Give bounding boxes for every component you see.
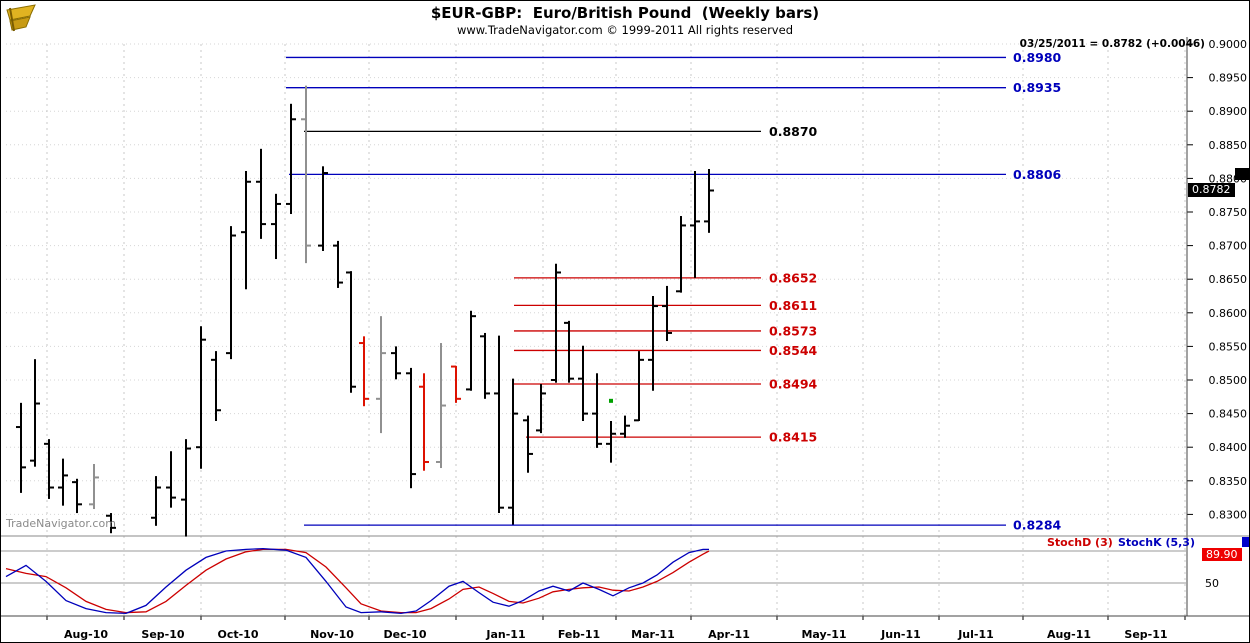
last-quote-line: 03/25/2011 = 0.8782 (+0.0046): [1019, 38, 1205, 50]
month-label: Sep-11: [1124, 628, 1167, 641]
level-label: 0.8544: [769, 343, 818, 358]
level-label: 0.8870: [769, 124, 818, 139]
month-label: Feb-11: [558, 628, 600, 641]
last-price-badge: 0.8782: [1188, 183, 1235, 197]
stochd-line: [5, 548, 710, 614]
price-tick-label: 0.8750: [1209, 206, 1248, 219]
clipped-axis-badge: [1235, 168, 1249, 180]
stoch-value-badge: 89.90: [1202, 548, 1242, 561]
page-title: $EUR-GBP: Euro/British Pound (Weekly bar…: [430, 4, 820, 22]
level-label: 0.8652: [769, 270, 817, 285]
price-tick-label: 0.8550: [1209, 340, 1248, 353]
month-label: Sep-10: [141, 628, 184, 641]
price-tick-label: 0.8950: [1209, 72, 1248, 85]
copyright-subtitle: www.TradeNavigator.com © 1999-2011 All r…: [457, 23, 793, 37]
month-label: Aug-10: [64, 628, 108, 641]
month-label: Oct-10: [217, 628, 258, 641]
level-label: 0.8415: [769, 430, 817, 445]
price-tick-label: 0.8500: [1209, 374, 1248, 387]
level-label: 0.8284: [1013, 518, 1062, 533]
level-label: 0.8573: [769, 323, 817, 338]
level-label: 0.8611: [769, 298, 817, 313]
price-tick-label: 0.8700: [1209, 240, 1248, 253]
level-label: 0.8806: [1013, 167, 1062, 182]
level-label: 0.8980: [1013, 50, 1062, 65]
month-label: Apr-11: [708, 628, 750, 641]
price-tick-label: 0.8900: [1209, 105, 1248, 118]
stochk-legend-label[interactable]: StochK (5,3): [1118, 536, 1195, 549]
level-label: 0.8494: [769, 377, 818, 392]
price-tick-label: 0.8400: [1209, 441, 1248, 454]
stochk-line: [5, 547, 709, 615]
month-label: Jan-11: [485, 628, 525, 641]
tradenavigator-logo-icon: [6, 4, 36, 32]
stoch-gridline-label: 50: [1205, 577, 1219, 590]
level-label: 0.8935: [1013, 80, 1061, 95]
watermark-text: TradeNavigator.com: [6, 517, 116, 530]
month-label: Dec-10: [384, 628, 427, 641]
month-label: Aug-11: [1047, 628, 1091, 641]
stochd-legend-label[interactable]: StochD (3): [1047, 536, 1113, 549]
price-tick-label: 0.9000: [1209, 38, 1248, 51]
price-tick-label: 0.8300: [1209, 508, 1248, 521]
price-tick-label: 0.8450: [1209, 408, 1248, 421]
stochk-clipped-badge: [1242, 537, 1249, 547]
price-tick-label: 0.8600: [1209, 307, 1248, 320]
month-label: Jun-11: [880, 628, 921, 641]
signal-marker: [609, 398, 613, 403]
month-label: Nov-10: [310, 628, 354, 641]
price-tick-label: 0.8350: [1209, 475, 1248, 488]
month-label: Mar-11: [631, 628, 675, 641]
month-label: May-11: [801, 628, 846, 641]
price-tick-label: 0.8650: [1209, 273, 1248, 286]
month-label: Jul-11: [957, 628, 994, 641]
price-tick-label: 0.8850: [1209, 139, 1248, 152]
